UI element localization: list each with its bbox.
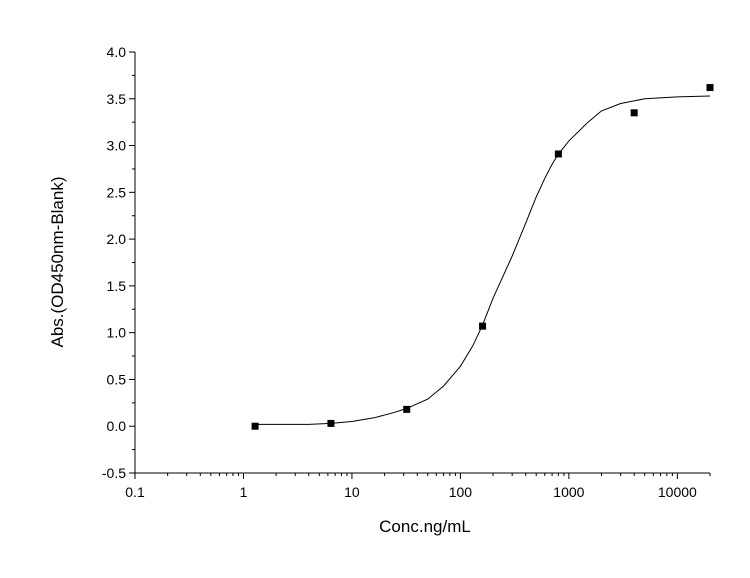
data-point bbox=[327, 419, 335, 427]
y-axis-ticks: -0.5 0.0 0.5 1.0 1.5 2.0 2.5 3.0 3.5 4.0 bbox=[102, 44, 135, 481]
y-tick-label: -0.5 bbox=[102, 465, 126, 481]
data-point bbox=[630, 109, 638, 117]
x-axis-ticks: 0.1 1 10 100 1000 10000 bbox=[125, 473, 711, 500]
fit-curve-layer bbox=[255, 95, 711, 425]
data-point bbox=[251, 422, 259, 430]
y-tick-label: 0.5 bbox=[107, 371, 127, 387]
data-point bbox=[403, 405, 411, 413]
y-tick-label: 3.0 bbox=[107, 138, 127, 154]
x-axis-title: Conc.ng/mL bbox=[379, 517, 471, 536]
y-tick-label: 0.0 bbox=[107, 418, 127, 434]
data-point bbox=[554, 150, 562, 158]
y-axis-title: Abs.(OD450nm-Blank) bbox=[48, 176, 67, 347]
y-tick-label: 3.5 bbox=[107, 91, 127, 107]
y-tick-label: 1.5 bbox=[107, 278, 127, 294]
x-tick-label: 10000 bbox=[658, 484, 697, 500]
y-tick-label: 2.5 bbox=[107, 184, 127, 200]
data-points-layer bbox=[251, 84, 714, 430]
fit-curve bbox=[255, 95, 711, 425]
axes bbox=[134, 52, 710, 474]
y-tick-label: 2.0 bbox=[107, 231, 127, 247]
data-point bbox=[706, 84, 714, 92]
y-tick-label: 4.0 bbox=[107, 44, 127, 60]
x-tick-label: 10 bbox=[344, 484, 360, 500]
x-tick-label: 1 bbox=[240, 484, 248, 500]
x-tick-label: 0.1 bbox=[125, 484, 145, 500]
x-tick-label: 100 bbox=[449, 484, 473, 500]
x-tick-label: 1000 bbox=[553, 484, 584, 500]
y-tick-label: 1.0 bbox=[107, 325, 127, 341]
data-point bbox=[479, 322, 487, 330]
